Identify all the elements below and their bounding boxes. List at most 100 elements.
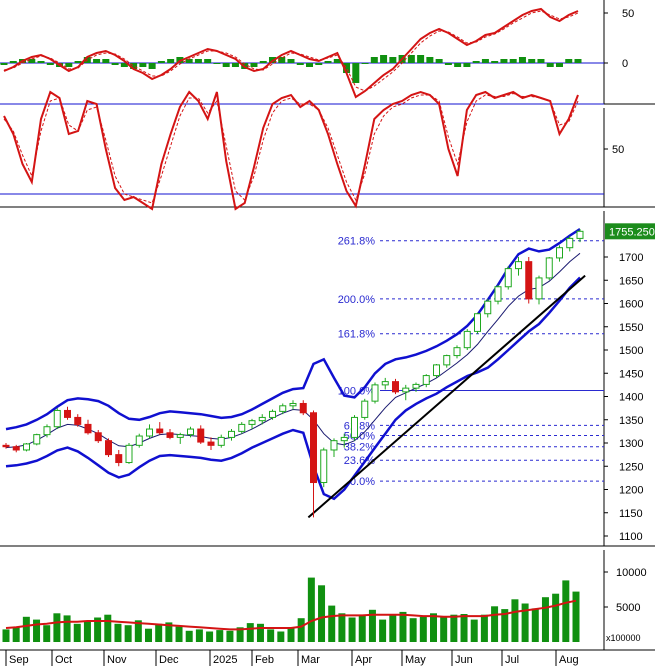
macd-histogram-bar <box>93 59 101 63</box>
macd-histogram-bar <box>9 61 17 63</box>
macd-histogram-bar <box>444 63 452 65</box>
volume-bar <box>480 614 488 642</box>
macd-line <box>3 7 579 99</box>
candle-body <box>535 277 543 300</box>
volume-unit-label: x100000 <box>606 633 641 643</box>
stochastic-panel: 50 <box>0 90 624 211</box>
macd-histogram-bar <box>204 59 212 63</box>
candle-body <box>33 434 41 445</box>
volume-bar <box>470 619 478 642</box>
candle-body <box>340 436 348 442</box>
x-axis: Sep Oct Nov Dec 2025 Feb Mar Apr May Jun Jul Aug <box>5 650 579 666</box>
macd-histogram-bar <box>287 59 295 63</box>
price-tick-label: 1100 <box>619 531 643 543</box>
last-price-label: 1755.250 <box>609 226 655 238</box>
candle-body <box>74 416 82 425</box>
stochastic-d-line <box>3 92 579 204</box>
volume-bar <box>124 625 132 642</box>
candle-body <box>269 410 276 418</box>
macd-histogram-bar <box>574 59 582 63</box>
candle-body <box>258 416 266 422</box>
volume-bar <box>206 631 214 642</box>
volume-bar <box>348 617 356 642</box>
volume-bar <box>541 597 549 642</box>
candle-body <box>64 409 71 418</box>
volume-average-line <box>5 599 577 631</box>
moving-average-line <box>5 252 581 449</box>
candle-body <box>217 436 225 446</box>
volume-bar <box>33 619 41 642</box>
candle-body <box>515 261 522 270</box>
volume-bar <box>104 614 112 642</box>
macd-histogram-bar <box>139 63 147 67</box>
candle-body <box>556 247 563 259</box>
macd-histogram-bar <box>120 63 128 67</box>
x-tick-label: 2025 <box>213 654 237 666</box>
macd-histogram-bar <box>37 61 45 63</box>
candle-body <box>43 426 51 436</box>
candle-body <box>12 446 20 451</box>
macd-histogram-bar <box>0 63 8 65</box>
macd-histogram-bar <box>352 63 360 83</box>
candle-body <box>135 435 143 446</box>
x-tick-label: Jun <box>455 654 473 666</box>
volume-bar <box>195 629 203 642</box>
volume-bar <box>358 615 366 642</box>
candle-body <box>2 444 10 448</box>
last-price-badge <box>605 223 655 240</box>
macd-histogram-bar <box>500 59 508 63</box>
macd-histogram-bar <box>565 59 573 63</box>
volume-bar <box>572 591 580 642</box>
macd-histogram-bar <box>28 59 36 63</box>
fib-level-label: 161.8% <box>338 329 376 341</box>
macd-histogram-bar <box>472 61 480 63</box>
volume-tick-label: 10000 <box>616 567 647 579</box>
volume-bar <box>521 603 529 642</box>
candle-body <box>279 405 287 412</box>
volume-bar <box>307 577 315 642</box>
candle-body <box>53 409 61 428</box>
macd-histogram-bar <box>333 59 341 63</box>
candle-body <box>146 428 153 437</box>
volume-bar <box>297 618 305 642</box>
macd-histogram-bar <box>546 63 554 67</box>
volume-bar <box>155 623 163 642</box>
volume-bar <box>165 622 173 642</box>
macd-histogram-bar <box>167 59 175 63</box>
candle-body <box>207 441 215 446</box>
volume-bar <box>318 585 326 642</box>
volume-bar <box>501 609 509 642</box>
trendline <box>307 274 586 519</box>
volume-bar <box>440 617 448 642</box>
price-tick-label: 1500 <box>619 345 643 357</box>
volume-bar <box>338 613 346 642</box>
volume-bar <box>267 629 275 642</box>
macd-histogram-bar <box>417 55 425 63</box>
candle-body <box>422 375 430 385</box>
macd-histogram-bar <box>324 61 332 63</box>
candle-body <box>453 347 461 357</box>
x-tick-label: Feb <box>255 654 274 666</box>
candle-body <box>576 230 584 239</box>
candle-body <box>484 300 492 315</box>
volume-panel: 10000 5000 x100000 <box>2 567 647 643</box>
macd-histogram-bar <box>231 63 239 67</box>
macd-histogram-bar <box>130 63 138 69</box>
fib-level-label: 23.6% <box>344 455 375 467</box>
volume-bar <box>450 614 458 642</box>
price-tick-label: 1400 <box>619 392 643 404</box>
macd-histogram-bar <box>102 59 110 63</box>
fib-level-label: 38.2% <box>344 442 375 454</box>
candle-body <box>494 286 502 302</box>
macd-panel: 50 0 <box>0 7 634 99</box>
price-tick-label: 1650 <box>619 275 643 287</box>
macd-histogram-bar <box>111 63 119 65</box>
macd-signal-line <box>3 10 579 92</box>
macd-histogram-bar <box>185 59 193 63</box>
volume-bar <box>216 630 224 642</box>
panel-frames <box>0 0 655 651</box>
volume-bar <box>83 621 91 642</box>
price-tick-label: 1200 <box>619 485 643 497</box>
volume-bar <box>287 628 295 642</box>
